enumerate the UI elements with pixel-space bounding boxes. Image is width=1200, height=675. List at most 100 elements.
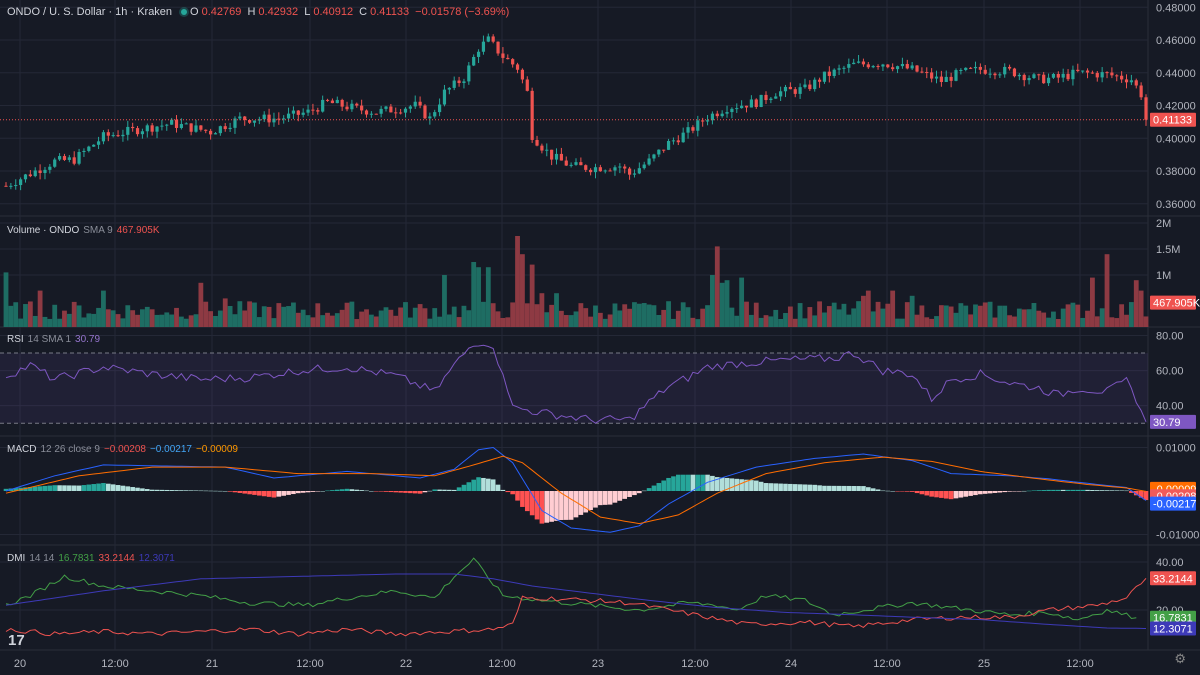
dmi-legend[interactable]: DMI 14 14 16.7831 33.2144 12.3071 <box>7 553 179 564</box>
macd-histogram-bar <box>710 475 715 491</box>
macd-histogram-bar <box>534 491 540 520</box>
macd-histogram-bar <box>768 483 774 491</box>
volume-bar <box>52 304 58 327</box>
candle-body <box>77 151 81 164</box>
candle-body <box>550 149 554 160</box>
macd-histogram-bar <box>3 488 9 491</box>
volume-bar <box>422 308 428 327</box>
macd-legend[interactable]: MACD 12 26 close 9 −0.00208 −0.00217 −0.0000… <box>7 444 242 455</box>
volume-bar <box>544 312 550 327</box>
candle-body <box>696 120 700 131</box>
macd-histogram-bar <box>685 474 691 491</box>
volume-bar <box>330 315 335 327</box>
symbol-title[interactable]: ONDO / U. S. Dollar · 1h · Kraken <box>7 6 173 18</box>
macd-histogram-bar <box>91 484 96 491</box>
candle-body <box>418 101 422 106</box>
volume-bar <box>929 318 935 327</box>
candle-body <box>876 66 880 68</box>
macd-histogram-bar <box>1017 491 1022 492</box>
macd-histogram-bar <box>812 484 818 491</box>
candle-body <box>749 99 753 108</box>
candle-body <box>1027 78 1031 81</box>
macd-histogram-bar <box>939 491 944 498</box>
macd-histogram-bar <box>875 489 881 491</box>
dmi-plus-label-bg <box>1150 610 1196 625</box>
candle-body <box>131 126 135 129</box>
macd-histogram-bar <box>763 483 769 491</box>
candle-body <box>252 120 257 123</box>
volume-bar <box>188 315 194 327</box>
volume-bar <box>685 307 691 327</box>
volume-legend[interactable]: Volume · ONDO SMA 9 467.905K <box>7 225 164 236</box>
candle-body <box>759 94 763 108</box>
candle-body <box>574 162 578 165</box>
candle-body <box>316 110 320 112</box>
rsi-legend[interactable]: RSI 14 SMA 1 30.79 <box>7 334 104 345</box>
volume-bar <box>37 290 43 327</box>
macd-histogram-bar <box>81 485 87 491</box>
volume-bar <box>602 318 608 327</box>
dmi-minus-label-bg <box>1150 571 1196 586</box>
rsi-line <box>5 344 1147 424</box>
volume-bar <box>524 303 530 327</box>
macd-histogram-bar <box>135 487 140 491</box>
volume-bar <box>481 301 486 327</box>
candle-body <box>1007 66 1012 69</box>
candle-body <box>793 89 797 94</box>
macd-histogram-bar <box>71 485 77 491</box>
volume-bar <box>773 309 779 327</box>
candle-body <box>910 65 914 69</box>
volume-bar <box>987 301 993 327</box>
candle-body <box>257 119 261 121</box>
macd-histogram-bar <box>778 483 783 491</box>
volume-bar <box>539 293 545 327</box>
macd-histogram-bar <box>797 484 803 491</box>
x-tick-label: 12:00 <box>681 658 709 670</box>
macd-histogram-bar <box>968 491 973 496</box>
candle-body <box>511 59 515 65</box>
volume-bar <box>856 301 861 327</box>
macd-histogram-bar <box>42 485 48 491</box>
candle-body <box>837 68 841 70</box>
macd-histogram-bar <box>1031 490 1037 491</box>
macd-histogram-bar <box>154 489 160 491</box>
candle-body <box>852 62 856 65</box>
x-tick-label: 23 <box>592 658 604 670</box>
macd-histogram-bar <box>758 481 764 491</box>
candle-body <box>184 123 188 125</box>
macd-histogram-bar <box>1056 489 1061 491</box>
volume-bar <box>344 302 350 327</box>
macd-histogram-bar <box>383 491 389 492</box>
candle-body <box>623 166 627 169</box>
dmi-minus-line <box>5 577 1147 637</box>
adx-line <box>5 573 1147 629</box>
candle-body <box>179 124 183 128</box>
volume-bar <box>529 264 535 327</box>
volume-bar <box>1099 308 1105 327</box>
macd-histogram-bar <box>257 491 262 496</box>
volume-bar <box>1060 308 1066 327</box>
macd-histogram-bar <box>1012 491 1017 492</box>
candle-body <box>744 105 749 108</box>
volume-bar <box>1051 311 1056 327</box>
volume-bar <box>427 318 433 327</box>
volume-bar <box>57 318 62 327</box>
candle-body <box>369 113 373 115</box>
candle-body <box>535 139 539 146</box>
tradingview-logo-icon[interactable]: 17 <box>8 632 25 649</box>
volume-bar <box>997 305 1003 327</box>
candle-body <box>662 149 666 151</box>
candle-body <box>657 149 661 155</box>
volume-bar <box>320 315 326 327</box>
candle-body <box>769 98 773 101</box>
price-tick-label: 0.40000 <box>1156 133 1196 145</box>
volume-bar <box>554 293 559 327</box>
macd-histogram-bar <box>1104 490 1110 491</box>
candle-body <box>204 129 208 131</box>
macd-histogram-bar <box>1143 491 1149 501</box>
settings-icon[interactable]: ⚙ <box>1174 651 1186 666</box>
candle-body <box>1061 73 1065 78</box>
candle-body <box>559 153 563 161</box>
volume-bar <box>617 310 623 327</box>
